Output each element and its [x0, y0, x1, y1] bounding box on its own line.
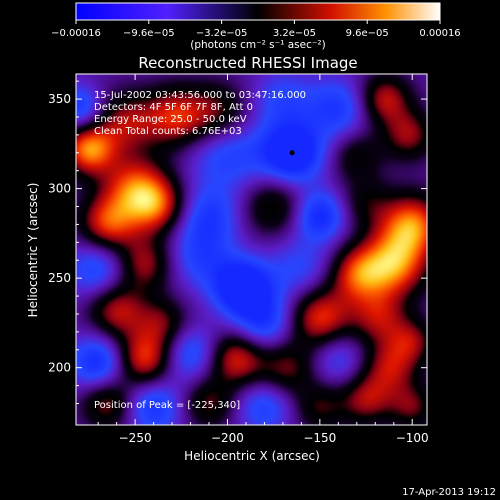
- heatmap-image: [76, 74, 427, 425]
- colorbar: [75, 2, 441, 21]
- x-tick-label: −200: [211, 431, 244, 445]
- annotation-clean: Clean Total counts: 6.76E+03: [94, 126, 242, 137]
- y-tick-label: 250: [48, 271, 71, 285]
- y-tick-label: 350: [48, 92, 71, 106]
- annotation-time: 15-Jul-2002 03:43:56.000 to 03:47:16.000: [94, 90, 306, 101]
- annotation-detectors: Detectors: 4F 5F 6F 7F 8F, Att 0: [94, 102, 253, 113]
- y-axis-ticks: 200 250 300 350: [48, 80, 427, 405]
- plot-frame: [75, 73, 428, 426]
- peak-position-label: Position of Peak = [-225,340]: [94, 400, 240, 411]
- colorbar-tick-label: −3.2e−05: [196, 28, 248, 39]
- chart-title: Reconstructed RHESSI Image: [138, 54, 357, 72]
- colorbar-tick-label: 9.6e−05: [346, 28, 389, 39]
- x-tick-label: −150: [303, 431, 336, 445]
- colorbar-tick-label: 0.00016: [419, 28, 460, 39]
- annotation-block: 15-Jul-2002 03:43:56.000 to 03:47:16.000…: [94, 90, 306, 137]
- colorbar-tick-label: −0.00016: [51, 28, 101, 39]
- x-axis-ticks: −250 −200 −150 −100: [97, 74, 429, 445]
- x-tick-label: −250: [119, 431, 152, 445]
- annotation-energy: Energy Range: 25.0 - 50.0 keV: [94, 114, 247, 125]
- colorbar-tick-label: −9.6e−05: [123, 28, 175, 39]
- colorbar-ticks: −0.00016 −9.6e−05 −3.2e−05 3.2e−05 9.6e−05 0.…: [51, 20, 461, 39]
- timestamp: 17-Apr-2013 19:12: [402, 487, 496, 498]
- colorbar-unit-label: (photons cm⁻² s⁻¹ asec⁻²): [190, 39, 325, 51]
- y-tick-label: 300: [48, 182, 71, 196]
- x-tick-label: −100: [396, 431, 429, 445]
- colorbar-tick-label: 3.2e−05: [273, 28, 316, 39]
- x-axis-label: Heliocentric X (arcsec): [184, 449, 320, 463]
- y-tick-label: 200: [48, 361, 71, 375]
- peak-marker: [289, 150, 295, 156]
- y-axis-label: Heliocentric Y (arcsec): [26, 183, 40, 318]
